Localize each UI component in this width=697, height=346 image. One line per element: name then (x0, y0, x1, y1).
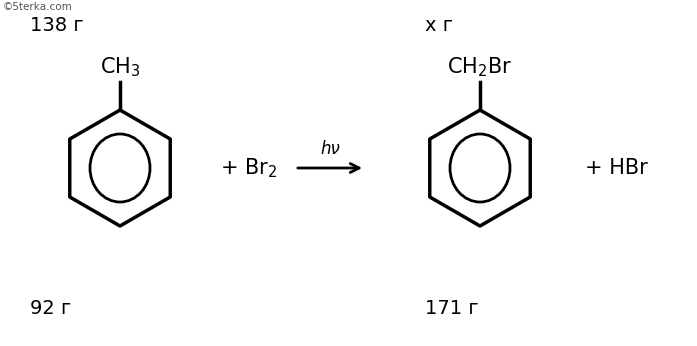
Text: hν: hν (320, 140, 340, 158)
Text: + Br$_2$: + Br$_2$ (220, 156, 277, 180)
Text: ©5terka.com: ©5terka.com (3, 2, 72, 12)
Text: CH$_3$: CH$_3$ (100, 55, 140, 79)
Text: 171 г: 171 г (425, 299, 479, 318)
Text: CH$_2$Br: CH$_2$Br (447, 55, 512, 79)
Text: х г: х г (425, 16, 453, 35)
Text: 92 г: 92 г (30, 299, 71, 318)
Text: + HBr: + HBr (585, 158, 648, 178)
Text: 138 г: 138 г (30, 16, 84, 35)
